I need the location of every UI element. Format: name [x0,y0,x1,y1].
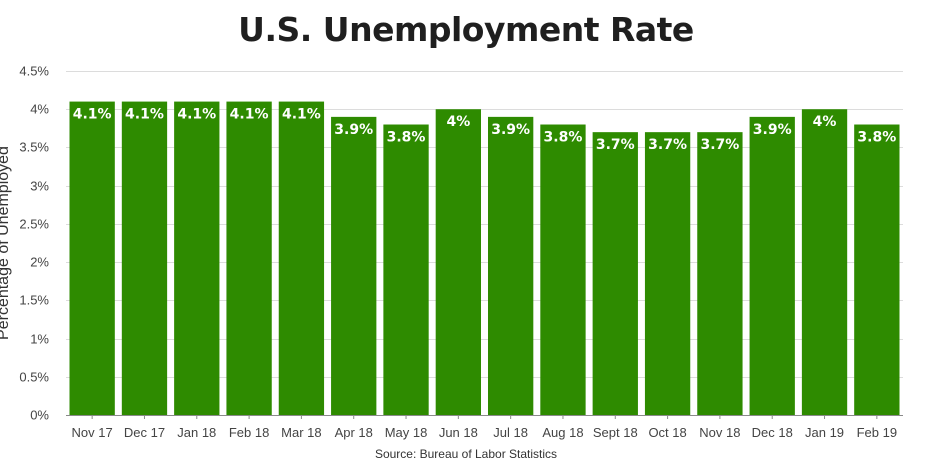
x-tick-label: Feb 18 [229,425,269,440]
y-tick-label: 0% [30,408,49,423]
x-tick-label: Dec 17 [124,425,165,440]
data-label: 4.1% [73,107,112,123]
y-tick-label: 3.5% [19,140,49,155]
x-tick-label: Feb 19 [857,425,897,440]
y-axis-title: Percentage of Unemployed [0,146,12,340]
label-layer: 0% 0.5% 1% 1.5% 2% 2.5% 3% 3.5% 4% 4.5% 4.1% Nov 17… [19,64,897,441]
bar-layer [69,101,900,416]
bar [488,116,534,415]
y-tick-label: 2% [30,255,49,270]
y-tick-label: 2.5% [19,217,49,232]
bar [435,109,481,415]
bar [801,109,848,415]
data-label: 3.8% [387,130,426,146]
x-tick-label: Dec 18 [752,425,793,440]
x-tick-label: Mar 18 [281,425,321,440]
x-tick-label: Oct 18 [648,425,686,440]
x-tick-label: Apr 18 [335,425,373,440]
bar [644,132,691,415]
x-tick-label: Aug 18 [542,425,583,440]
bar [278,101,325,416]
data-label: 3.9% [334,122,373,138]
bar [174,101,220,416]
bar [383,124,429,415]
data-label: 4.1% [282,107,321,123]
bar [854,124,900,415]
x-tick-label: Jan 19 [805,425,844,440]
x-tick-label: Sept 18 [593,425,638,440]
y-tick-label: 0.5% [19,370,49,385]
x-tick-label: May 18 [385,425,428,440]
bar [69,101,115,416]
x-tick-label: Nov 18 [699,425,740,440]
data-label: 3.8% [544,130,583,146]
y-tick-label: 4% [30,102,49,117]
x-tick-label: Nov 17 [72,425,113,440]
data-label: 4.1% [125,107,164,123]
x-tick-label: Jul 18 [493,425,528,440]
y-tick-label: 3% [30,179,49,194]
data-label: 3.7% [700,137,739,153]
data-label: 4% [446,114,470,130]
y-tick-label: 1.5% [19,293,49,308]
x-tick-label: Jun 18 [439,425,478,440]
bar [331,116,377,415]
data-label: 4.1% [230,107,269,123]
source-note: Source: Bureau of Labor Statistics [375,447,557,461]
x-tick-label: Jan 18 [177,425,216,440]
data-label: 3.9% [491,122,530,138]
data-label: 3.7% [648,137,687,153]
data-label: 3.9% [753,122,792,138]
bar [749,116,795,415]
chart-title: U.S. Unemployment Rate [238,10,694,49]
data-label: 4.1% [177,107,216,123]
bar [540,124,586,415]
data-label: 3.7% [596,137,635,153]
y-tick-label: 1% [30,332,49,347]
y-tick-label: 4.5% [19,64,49,79]
bar [592,132,638,415]
bar [121,101,168,416]
data-label: 4% [813,114,837,130]
bar [697,132,743,415]
bar [226,101,272,416]
data-label: 3.8% [857,130,896,146]
